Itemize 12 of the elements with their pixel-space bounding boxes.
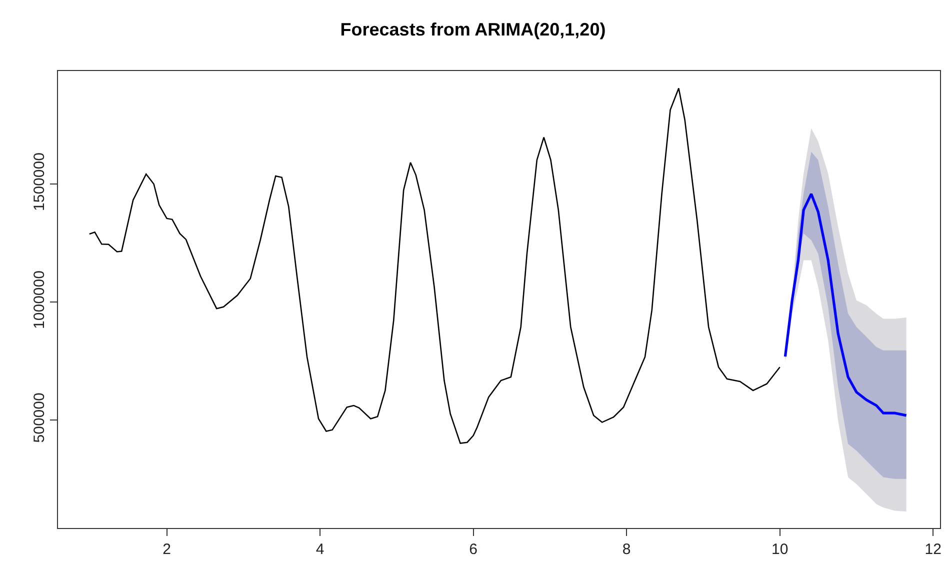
y-tick-label: 500000 [30, 392, 48, 443]
x-tick-label: 12 [924, 541, 942, 558]
y-tick-label: 1000000 [30, 270, 48, 329]
x-tick-label: 4 [316, 541, 324, 558]
line-series [88, 88, 780, 444]
line-series [784, 192, 908, 417]
x-tick-label: 10 [772, 541, 788, 558]
y-tick-label: 1500000 [30, 152, 48, 211]
x-tick-label: 2 [162, 541, 171, 558]
x-tick-label: 8 [622, 541, 631, 558]
chart-title: Forecasts from ARIMA(20,1,20) [340, 20, 606, 40]
x-tick-label: 6 [469, 541, 478, 558]
